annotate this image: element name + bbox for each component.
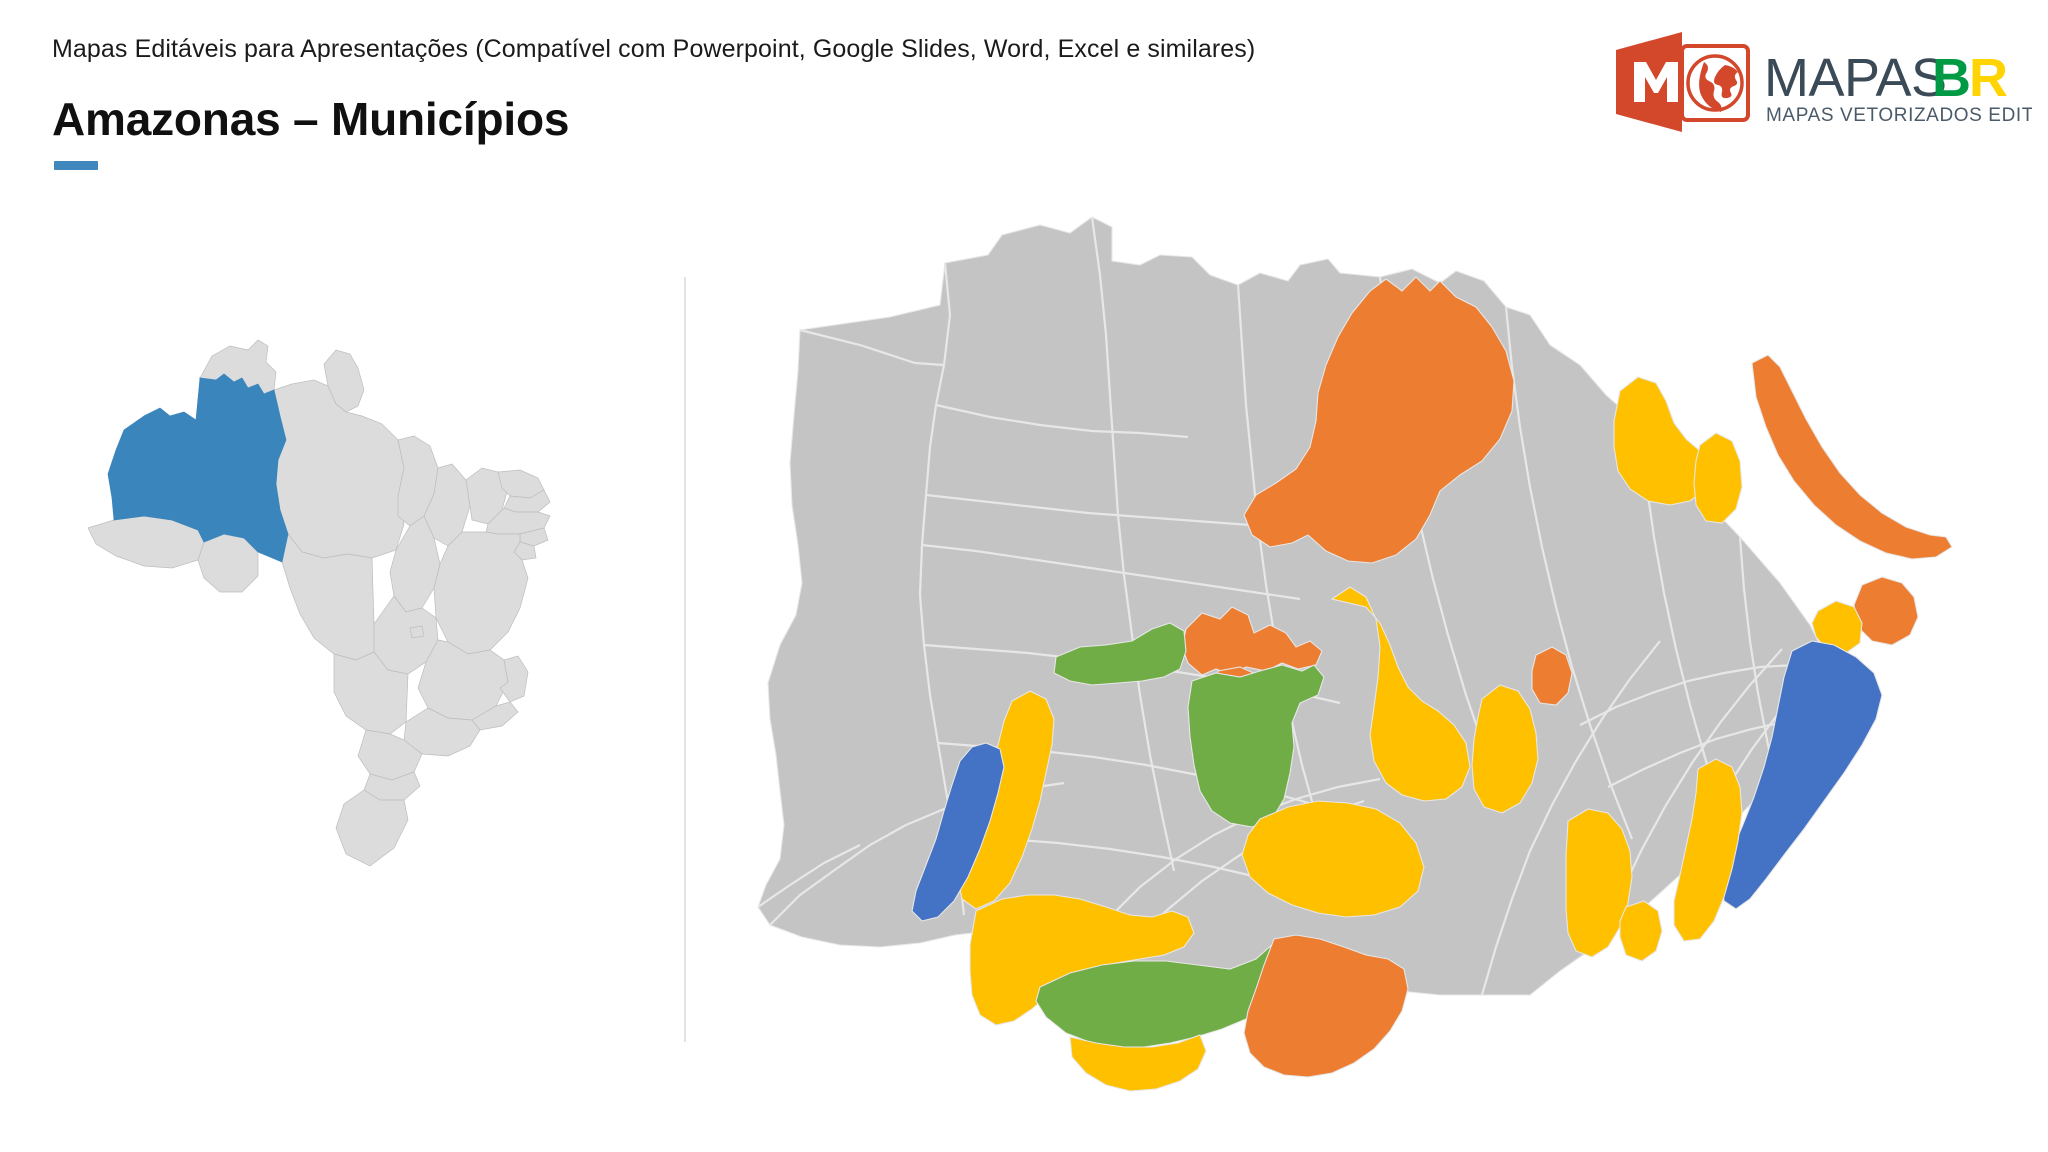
logo-word-b: B [1932, 48, 1971, 108]
brazil-locator-map[interactable] [52, 320, 600, 920]
municipality-orange-south[interactable] [1243, 934, 1409, 1078]
mapasbr-logo[interactable]: MAPAS B R MAPAS VETORIZADOS EDITÁVEIS [1612, 28, 2032, 136]
municipality-green-mid-left[interactable] [1053, 622, 1187, 686]
municipality-yellow-central-south[interactable] [1241, 800, 1425, 918]
municipality-orange-north[interactable] [1243, 276, 1515, 564]
highlighted-municipalities[interactable] [911, 276, 1953, 1092]
municipality-yellow-east-wedge[interactable] [1811, 600, 1863, 654]
municipality-orange-east-coast[interactable] [1853, 576, 1919, 646]
amazonas-municipalities-map[interactable] [740, 195, 2040, 1095]
municipality-blue-west[interactable] [911, 742, 1005, 922]
municipality-yellow-southeast-right[interactable] [1673, 758, 1743, 942]
municipality-yellow-east-diag[interactable] [1471, 684, 1539, 814]
municipality-yellow-southeast-mid[interactable] [1565, 808, 1633, 958]
brazil-states-base [87, 339, 551, 867]
page-title: Amazonas – Municípios [52, 93, 570, 145]
vertical-divider [684, 277, 686, 1042]
municipality-orange-east-small[interactable] [1531, 646, 1573, 706]
title-accent-bar [54, 161, 98, 170]
municipality-yellow-ne-right[interactable] [1693, 432, 1743, 524]
logo-word-r: R [1969, 48, 2008, 108]
municipality-yellow-south-tail[interactable] [1069, 1034, 1207, 1092]
page-subtitle: Mapas Editáveis para Apresentações (Comp… [52, 35, 1256, 63]
municipality-orange-northeast-coast[interactable] [1751, 354, 1953, 560]
logo-icon [1616, 32, 1750, 132]
municipality-yellow-center[interactable] [1330, 586, 1471, 802]
municipality-green-mid-block[interactable] [1187, 664, 1325, 828]
logo-tagline: MAPAS VETORIZADOS EDITÁVEIS [1766, 105, 2032, 126]
municipality-orange-mid-a[interactable] [1181, 606, 1323, 676]
municipality-yellow-southeast-tail[interactable] [1619, 900, 1663, 962]
logo-word-mapas: MAPAS [1764, 48, 1947, 108]
municipality-blue-east[interactable] [1721, 640, 1883, 910]
municipality-yellow-southwest[interactable] [969, 894, 1195, 1026]
